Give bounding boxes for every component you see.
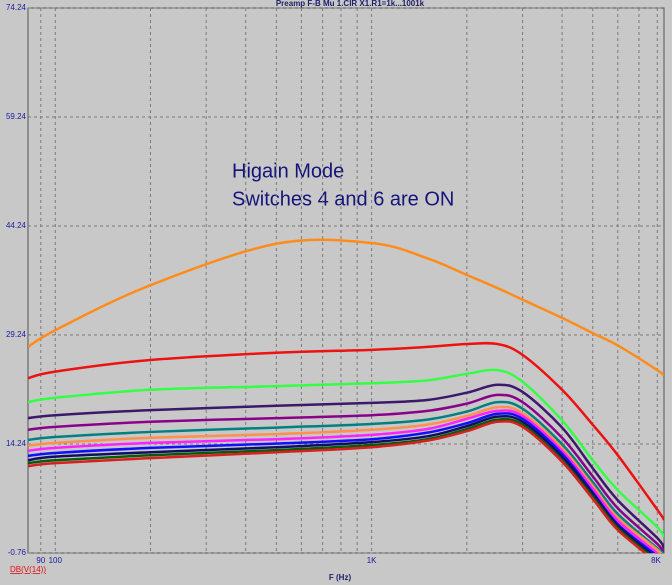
series-line — [28, 400, 664, 553]
series-line — [28, 368, 664, 538]
annotation: Switches 4 and 6 are ON — [232, 188, 454, 210]
series-line — [28, 383, 664, 549]
y-tick-label: 29.24 — [6, 330, 27, 339]
chart-title: Preamp F-B Mu 1.CIR X1.R1=1k...1001k — [276, 0, 425, 8]
y-tick-label: 14.24 — [6, 439, 27, 448]
x-tick-label: 8K — [651, 556, 661, 565]
series-line — [28, 417, 650, 553]
expression-label: DB(V(14)) — [10, 565, 46, 574]
x-tick-label: 100 — [49, 556, 63, 565]
y-tick-label: -0.76 — [8, 548, 27, 557]
x-tick-label: 1K — [367, 556, 377, 565]
annotation: Higain Mode — [232, 160, 344, 182]
x-tick-label: 90 — [36, 556, 45, 565]
series-group — [28, 238, 664, 553]
x-axis-label: F (Hz) — [329, 573, 352, 582]
series-line — [28, 409, 659, 553]
series-line — [28, 341, 664, 521]
series-line — [28, 238, 664, 377]
y-tick-label: 59.24 — [6, 112, 27, 121]
plot-area — [27, 7, 665, 554]
series-line — [28, 414, 652, 553]
y-tick-label: 44.24 — [6, 221, 27, 230]
y-tick-label: 74.24 — [6, 3, 27, 12]
series-line — [28, 393, 664, 553]
series-line — [28, 420, 648, 553]
grid — [28, 7, 664, 554]
series-line — [28, 405, 663, 553]
